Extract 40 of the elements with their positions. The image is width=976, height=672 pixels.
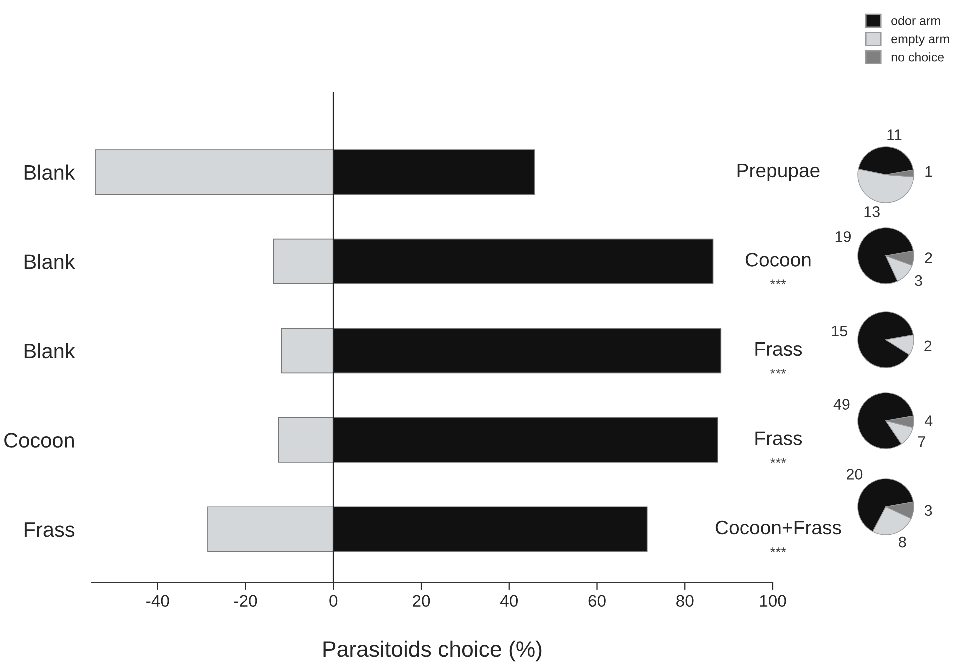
- y2-tick-label: Prepupae: [738, 164, 820, 182]
- data-label: 49: [834, 399, 850, 410]
- legend-label: empty arm: [892, 35, 950, 46]
- data-label: 3: [915, 275, 922, 286]
- x-tick-label: -20: [234, 595, 258, 608]
- pie-slice: [858, 392, 914, 450]
- pie-slice: [858, 478, 914, 532]
- data-label: 2: [924, 340, 932, 352]
- data-label: 4: [924, 416, 933, 426]
- y2-tick-label: Cocoon+Frass ***: [716, 520, 842, 552]
- x-tick-label: 40: [500, 595, 518, 608]
- data-label: 11: [888, 130, 902, 140]
- legend-label: odor arm: [892, 16, 940, 26]
- data-label: 8: [899, 536, 906, 548]
- y2-tick-label: Cocoon ***: [746, 253, 811, 285]
- x-tick-label: 0: [330, 595, 338, 608]
- data-label: 13: [864, 206, 880, 218]
- data-label: 7: [918, 436, 926, 448]
- legend-label: no choice: [892, 52, 944, 62]
- data-label: 15: [832, 326, 848, 337]
- y-tick-label: Frass: [24, 522, 75, 538]
- y-tick-label: Blank: [24, 254, 76, 270]
- x-tick-label: 80: [676, 595, 694, 608]
- data-label: 1: [926, 166, 932, 178]
- x-axis-title: Parasitoids choice (%): [324, 640, 542, 662]
- pie-slice: [858, 312, 914, 368]
- x-tick-label: 60: [588, 595, 606, 608]
- y2-tick-label: Frass ***: [756, 342, 802, 374]
- pie-slice: [858, 228, 914, 284]
- data-label: 2: [925, 252, 932, 264]
- y2-tick-label: Frass ***: [756, 432, 802, 464]
- data-label: 20: [846, 469, 863, 480]
- x-tick-label: 100: [760, 595, 786, 608]
- x-tick-label: -40: [146, 595, 170, 608]
- y-tick-label: Blank: [24, 164, 76, 180]
- data-label: 3: [924, 505, 932, 516]
- data-label: 19: [836, 231, 852, 242]
- x-tick-label: 20: [413, 595, 430, 608]
- y-tick-label: Blank: [24, 343, 76, 359]
- y-tick-label: Cocoon: [4, 433, 74, 448]
